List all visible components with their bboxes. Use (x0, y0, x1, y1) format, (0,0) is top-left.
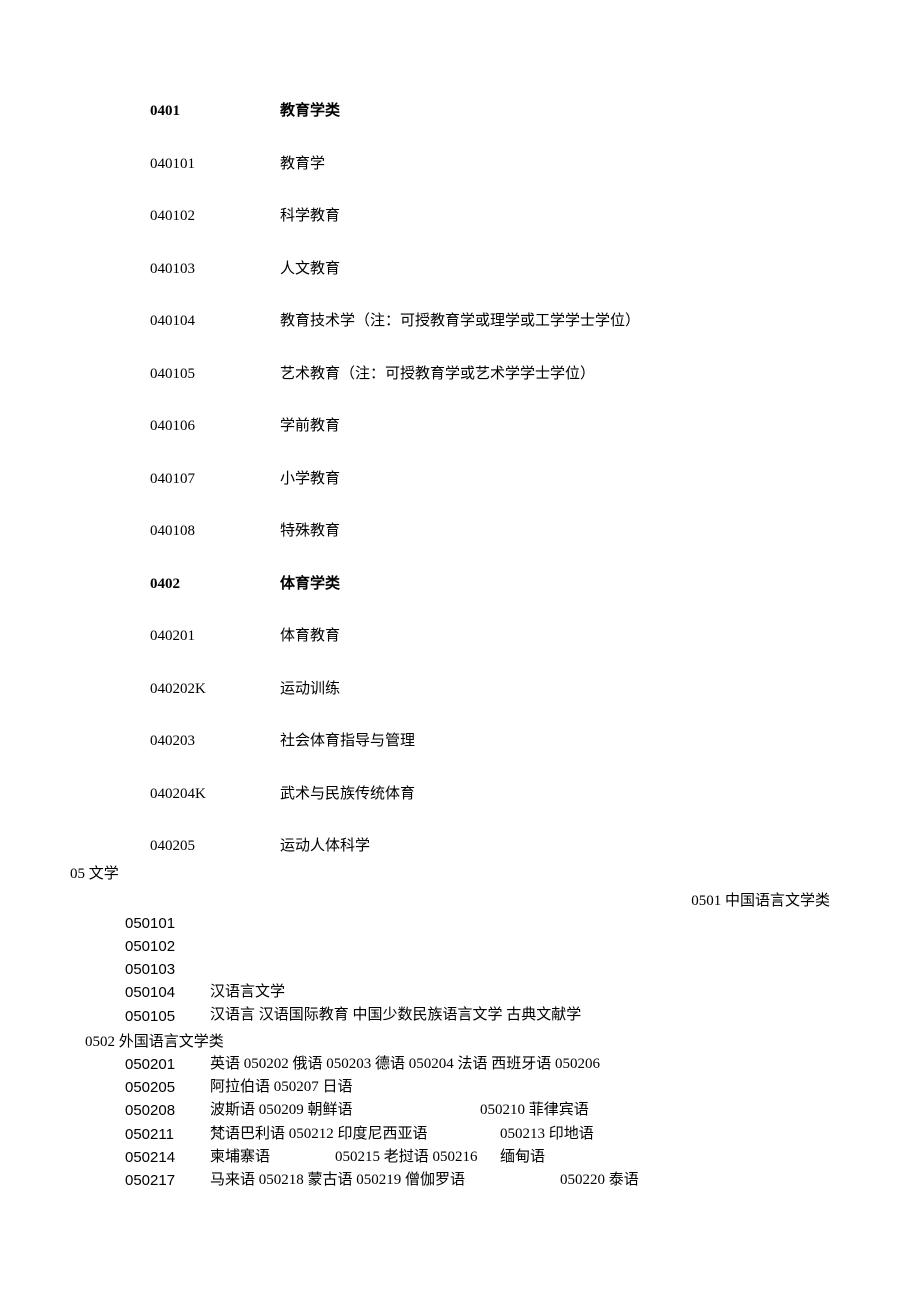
major-name: 人文教育 (280, 258, 850, 281)
major-code: 040102 (150, 205, 280, 228)
major-row: 040205 运动人体科学 (150, 835, 850, 858)
major-row: 040105 艺术教育（注：可授教育学或艺术学学士学位） (150, 363, 850, 386)
major-name: 学前教育 (280, 415, 850, 438)
language-line: 波斯语 050209 朝鲜语 050210 菲律宾语 (210, 1099, 920, 1122)
major-code: 050205 (125, 1076, 210, 1099)
major-code: 040108 (150, 520, 280, 543)
major-code: 040204K (150, 783, 280, 806)
major-name: 教育学 (280, 153, 850, 176)
category-name: 教育学类 (280, 100, 850, 123)
major-code: 040106 (150, 415, 280, 438)
major-row: 040108 特殊教育 (150, 520, 850, 543)
major-names-line: 汉语言文学 (210, 981, 920, 1004)
major-code: 050211 (125, 1123, 210, 1146)
code-column: 050101 050102 050103 050104 050105 (125, 912, 210, 1028)
code-text-block: 050101 050102 050103 050104 050105 汉语言文学… (125, 912, 920, 1028)
major-name: 体育教育 (280, 625, 850, 648)
major-code: 050214 (125, 1146, 210, 1169)
lang-segment: 050213 印地语 (500, 1123, 594, 1146)
major-code: 050201 (125, 1053, 210, 1076)
major-row: 040203 社会体育指导与管理 (150, 730, 850, 753)
major-row: 040101 教育学 (150, 153, 850, 176)
major-code: 040201 (150, 625, 280, 648)
major-row: 040103 人文教育 (150, 258, 850, 281)
category-code: 0401 (150, 100, 280, 123)
major-name: 社会体育指导与管理 (280, 730, 850, 753)
language-line: 英语 050202 俄语 050203 德语 050204 法语 西班牙语 05… (210, 1053, 920, 1076)
major-code: 050101 (125, 912, 210, 935)
major-row: 040104 教育技术学（注：可授教育学或理学或工学学士学位） (150, 310, 850, 333)
major-name: 武术与民族传统体育 (280, 783, 850, 806)
major-code: 040203 (150, 730, 280, 753)
major-code: 040105 (150, 363, 280, 386)
lang-segment: 050215 老挝语 050216 (335, 1146, 500, 1169)
major-code: 040202K (150, 678, 280, 701)
code-column: 050201 050205 050208 050211 050214 05021… (125, 1053, 210, 1193)
major-row: 040102 科学教育 (150, 205, 850, 228)
major-name: 小学教育 (280, 468, 850, 491)
major-name: 科学教育 (280, 205, 850, 228)
subcategory-header: 0501 中国语言文学类 (70, 889, 920, 910)
text-column: 汉语言文学 汉语言 汉语国际教育 中国少数民族语言文学 古典文献学 (210, 912, 920, 1028)
category-header-row: 0401 教育学类 (150, 100, 850, 123)
lang-segment: 马来语 050218 蒙古语 050219 僧伽罗语 (210, 1169, 560, 1192)
language-line: 梵语巴利语 050212 印度尼西亚语 050213 印地语 (210, 1123, 920, 1146)
major-name: 艺术教育（注：可授教育学或艺术学学士学位） (280, 363, 850, 386)
lang-segment: 波斯语 050209 朝鲜语 (210, 1099, 480, 1122)
major-code: 050217 (125, 1169, 210, 1192)
language-line: 柬埔寨语 050215 老挝语 050216 缅甸语 (210, 1146, 920, 1169)
text-column: 英语 050202 俄语 050203 德语 050204 法语 西班牙语 05… (210, 1053, 920, 1193)
major-code: 050103 (125, 958, 210, 981)
literature-section: 05 文学 0501 中国语言文学类 050101 050102 050103 … (70, 862, 920, 1193)
lang-segment: 050220 泰语 (560, 1169, 639, 1192)
category-name: 体育学类 (280, 573, 850, 596)
major-row: 040107 小学教育 (150, 468, 850, 491)
lang-segment: 柬埔寨语 (210, 1146, 335, 1169)
major-row: 040106 学前教育 (150, 415, 850, 438)
major-code: 050208 (125, 1099, 210, 1122)
category-header-row: 0402 体育学类 (150, 573, 850, 596)
major-code: 040104 (150, 310, 280, 333)
major-code: 050104 (125, 981, 210, 1004)
major-code: 050102 (125, 935, 210, 958)
major-name: 运动人体科学 (280, 835, 850, 858)
document-content: 0401 教育学类 040101 教育学 040102 科学教育 040103 … (0, 0, 920, 960)
language-line: 阿拉伯语 050207 日语 (210, 1076, 920, 1099)
lang-segment: 梵语巴利语 050212 印度尼西亚语 (210, 1123, 500, 1146)
lang-segment: 050210 菲律宾语 (480, 1099, 589, 1122)
major-code: 050105 (125, 1005, 210, 1028)
code-text-block: 050201 050205 050208 050211 050214 05021… (125, 1053, 920, 1193)
major-code: 040107 (150, 468, 280, 491)
major-code: 040103 (150, 258, 280, 281)
major-name: 特殊教育 (280, 520, 850, 543)
discipline-header: 05 文学 (70, 862, 920, 883)
major-name: 教育技术学（注：可授教育学或理学或工学学士学位） (280, 310, 850, 333)
lang-segment: 缅甸语 (500, 1146, 545, 1169)
major-name: 运动训练 (280, 678, 850, 701)
major-code: 040205 (150, 835, 280, 858)
major-code: 040101 (150, 153, 280, 176)
major-row: 040202K 运动训练 (150, 678, 850, 701)
major-names-line: 汉语言 汉语国际教育 中国少数民族语言文学 古典文献学 (210, 1004, 920, 1027)
subcategory-header: 0502 外国语言文学类 (85, 1030, 920, 1051)
major-row: 040204K 武术与民族传统体育 (150, 783, 850, 806)
major-row: 040201 体育教育 (150, 625, 850, 648)
language-line: 马来语 050218 蒙古语 050219 僧伽罗语 050220 泰语 (210, 1169, 920, 1192)
category-code: 0402 (150, 573, 280, 596)
